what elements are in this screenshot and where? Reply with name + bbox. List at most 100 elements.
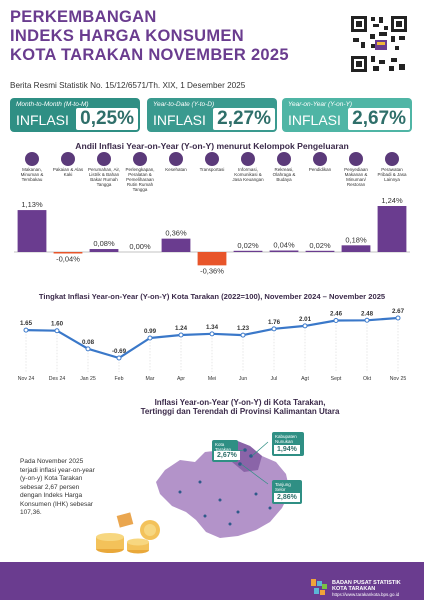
category-label: Rekreasi, Olahraga & Budaya: [272, 167, 296, 182]
map-title-line-2: Tertinggi dan Terendah di Provinsi Kalim…: [140, 407, 340, 416]
category-icon: [385, 152, 399, 166]
line-point: [395, 315, 401, 321]
bar: [89, 249, 119, 252]
bps-name: BADAN PUSAT STATISTIK KOTA TARAKAN: [332, 580, 401, 592]
line-value-label: -0.69: [112, 348, 127, 355]
line-value-label: 2.01: [299, 316, 312, 323]
category-label: Makanan, Minuman & Tembakau: [20, 167, 44, 182]
note-line: terjadi inflasi year-on-year: [20, 466, 95, 474]
bar: [341, 245, 371, 252]
line-point: [364, 317, 370, 323]
category-icon: [133, 152, 147, 166]
note-line: 107,36.: [20, 509, 42, 516]
callout-tanjung-selor: Tanjung Selor 2,86%: [272, 480, 302, 504]
line-value-label: 1.76: [268, 319, 281, 326]
card-yoy-word: INFLASI: [288, 112, 341, 128]
x-tick-label: Sept: [331, 376, 342, 382]
category-icon: [349, 152, 363, 166]
map-section-title: Inflasi Year-on-Year (Y-on-Y) di Kota Ta…: [90, 398, 390, 416]
x-tick-label: Nov 24: [18, 376, 35, 382]
title-line-2: INDEKS HARGA KONSUMEN: [10, 27, 244, 45]
line-value-label: 0.08: [82, 339, 95, 346]
bar: [197, 252, 227, 266]
line-point: [23, 327, 29, 333]
line-point: [240, 332, 246, 338]
bar: [17, 210, 47, 252]
bar-value-label: 0,36%: [165, 229, 187, 238]
bps-name-line-2: KOTA TARAKAN: [332, 586, 376, 592]
x-tick-label: Jan 25: [80, 376, 96, 382]
note-line: Pada November 2025: [20, 458, 84, 465]
line-point: [178, 332, 184, 338]
line-value-label: 1.60: [51, 321, 64, 328]
category-label: Pakaian & Alas Kaki: [52, 167, 84, 177]
line-value-label: 2.67: [392, 308, 405, 315]
line-value-label: 1.65: [20, 320, 33, 327]
note-line: (y-on-y) Kota Tarakan: [20, 475, 83, 482]
category-label: Informasi, Komunikasi & Jasa Keuangan: [232, 167, 264, 182]
bar: [377, 206, 407, 252]
callout-tanjung-selor-name: Tanjung Selor: [275, 482, 291, 492]
bar: [53, 252, 83, 254]
line-value-label: 2.48: [361, 310, 374, 317]
bps-name-line-1: BADAN PUSAT STATISTIK: [332, 580, 401, 586]
card-ytd-word: INFLASI: [153, 112, 206, 128]
map-note: Pada November 2025 terjadi inflasi year-…: [20, 458, 95, 518]
category-icon: [25, 152, 39, 166]
bar-value-label: 0,04%: [273, 241, 295, 250]
map-city-dots: [178, 448, 272, 526]
line-section-title: Tingkat Inflasi Year-on-Year (Y-on-Y) Ko…: [38, 292, 386, 301]
category-icon: [277, 152, 291, 166]
x-tick-label: Jul: [271, 376, 278, 382]
line-point: [116, 355, 122, 361]
card-mtm-word: INFLASI: [16, 112, 69, 128]
category-icon: [61, 152, 75, 166]
bps-logo-icon: [311, 579, 327, 595]
coins-illustration: [96, 512, 160, 554]
card-mtm: Month-to-Month (M-to-M) INFLASI 0,25%: [10, 98, 140, 132]
x-tick-label: Nov 25: [390, 376, 407, 382]
x-tick-label: Mei: [208, 376, 216, 382]
card-yoy-value: 2,67%: [348, 108, 410, 130]
bar-value-label: 1,24%: [381, 196, 403, 205]
x-tick-label: Apr: [177, 376, 185, 382]
x-tick-label: Des 24: [49, 376, 66, 382]
callout-kota-tarakan-name: Kota Tarakan: [215, 442, 232, 452]
kalimantan-map: [96, 440, 290, 554]
bar-value-label: -0,36%: [200, 266, 224, 275]
bps-url-link[interactable]: https://www.tarakankota.bps.go.id: [332, 592, 400, 597]
title-line-1: PERKEMBANGAN: [10, 8, 157, 26]
category-icon: [97, 152, 111, 166]
note-line: sebesar 2,67 persen: [20, 483, 80, 491]
line-point: [333, 318, 339, 323]
category-label: Kesehatan: [165, 167, 187, 172]
bar-value-label: -0,04%: [56, 254, 80, 263]
line-point: [85, 346, 91, 352]
line-value-label: 1.34: [206, 324, 219, 331]
category-label: Penyediaan Makanan & Minuman/ Restoran: [344, 167, 368, 187]
category-label: Perlengkapan, Peralatan & Pemeliharaan R…: [125, 167, 155, 192]
line-point: [147, 335, 153, 341]
line-value-label: 2.46: [330, 311, 343, 318]
bar-value-label: 0,00%: [129, 242, 151, 251]
category-label: Pendidikan: [308, 167, 332, 172]
line-point: [209, 331, 215, 337]
card-ytd-label: Year-to-Date (Y-to-D): [153, 101, 215, 108]
release-subtitle: Berita Resmi Statistik No. 15/12/6571/Th…: [10, 81, 246, 90]
x-tick-label: Agt: [301, 376, 309, 382]
x-tick-label: Jun: [239, 376, 247, 382]
category-label: Perumahan, Air, Listrik & Bahan Bakar Ru…: [87, 167, 121, 187]
card-mtm-value: 0,25%: [76, 108, 138, 130]
note-line: dengan Indeks Harga: [20, 492, 83, 499]
callout-nunukan-name: Kabupaten Nunukan: [275, 434, 297, 444]
line-value-label: 0.99: [144, 328, 157, 335]
line-point: [54, 328, 60, 334]
callout-tanjung-selor-value: 2,86%: [274, 493, 300, 502]
bar-value-label: 0,08%: [93, 239, 115, 248]
callout-nunukan: Kabupaten Nunukan 1,94%: [272, 432, 304, 456]
bar: [305, 250, 335, 252]
page-title: PERKEMBANGAN INDEKS HARGA KONSUMEN KOTA …: [10, 8, 330, 65]
line-value-label: 1.24: [175, 325, 188, 332]
qr-code-icon[interactable]: [349, 14, 409, 74]
callout-kota-tarakan: Kota Tarakan 2,67%: [212, 440, 240, 462]
